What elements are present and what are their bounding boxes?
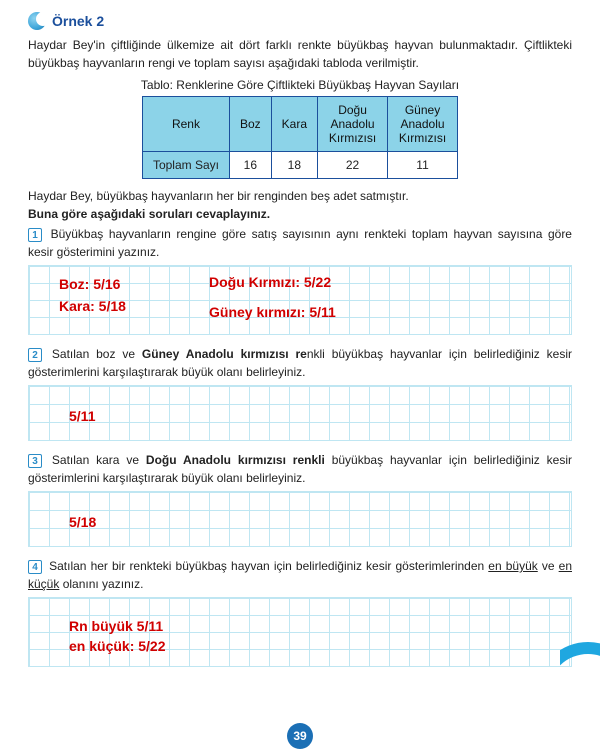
col-kara: Kara	[271, 97, 317, 152]
instruction-bold: Buna göre aşağıdaki soruları cevaplayını…	[28, 207, 572, 221]
val-kara: 18	[271, 152, 317, 179]
table-data-row: Toplam Sayı 16 18 22 11	[142, 152, 457, 179]
question-2: 2 Satılan boz ve Güney Anadolu kırmızısı…	[28, 345, 572, 381]
ans-q2: 5/11	[69, 408, 95, 424]
answer-grid-1: Boz: 5/16 Kara: 5/18 Doğu Kırmızı: 5/22 …	[28, 265, 572, 335]
example-title: Örnek 2	[52, 13, 104, 29]
q3-bold: Doğu Anadolu kırmızısı renkli	[146, 453, 325, 467]
question-3: 3 Satılan kara ve Doğu Anadolu kırmızısı…	[28, 451, 572, 487]
cattle-table: Renk Boz Kara Doğu Anadolu Kırmızısı Gün…	[142, 96, 458, 179]
intro-paragraph: Haydar Bey'in çiftliğinde ülkemize ait d…	[28, 36, 572, 72]
ans-q4b: en küçük: 5/22	[69, 638, 166, 654]
ans-dogu: Doğu Kırmızı: 5/22	[209, 274, 331, 290]
q1-text: Büyükbaş hayvanların rengine göre satış …	[28, 227, 572, 259]
question-4: 4 Satılan her bir renkteki büyükbaş hayv…	[28, 557, 572, 593]
answer-grid-4: Rn büyük 5/11 en küçük: 5/22	[28, 597, 572, 667]
col-guney: Güney Anadolu Kırmızısı	[388, 97, 458, 152]
ans-kara: Kara: 5/18	[59, 298, 126, 314]
moon-icon	[28, 12, 46, 30]
qnum-2: 2	[28, 348, 42, 362]
q3-before: Satılan kara ve	[52, 453, 146, 467]
col-boz: Boz	[229, 97, 271, 152]
q2-bold: Güney Anadolu kırmızısı re	[142, 347, 307, 361]
q4-after: olanını yazınız.	[59, 577, 143, 591]
question-1: 1 Büyükbaş hayvanların rengine göre satı…	[28, 225, 572, 261]
val-boz: 16	[229, 152, 271, 179]
page-number: 39	[287, 723, 313, 749]
col-renk: Renk	[142, 97, 229, 152]
page: Örnek 2 Haydar Bey'in çiftliğinde ülkemi…	[0, 0, 600, 752]
row-label: Toplam Sayı	[142, 152, 229, 179]
q2-before: Satılan boz ve	[52, 347, 142, 361]
ans-q4a: Rn büyük 5/11	[69, 618, 163, 634]
col-dogu: Doğu Anadolu Kırmızısı	[318, 97, 388, 152]
q4-mid: ve	[538, 559, 559, 573]
qnum-3: 3	[28, 454, 42, 468]
qnum-1: 1	[28, 228, 42, 242]
val-guney: 11	[388, 152, 458, 179]
answer-grid-3: 5/18	[28, 491, 572, 547]
table-header-row: Renk Boz Kara Doğu Anadolu Kırmızısı Gün…	[142, 97, 457, 152]
example-header: Örnek 2	[28, 12, 572, 30]
corner-decoration	[560, 642, 600, 722]
q4-u1: en büyük	[488, 559, 537, 573]
ans-boz: Boz: 5/16	[59, 276, 120, 292]
q4-before: Satılan her bir renkteki büyükbaş hayvan…	[49, 559, 488, 573]
ans-guney: Güney kırmızı: 5/11	[209, 304, 336, 320]
table-caption: Tablo: Renklerine Göre Çiftlikteki Büyük…	[28, 78, 572, 92]
ans-q3: 5/18	[69, 514, 96, 530]
line-after-table: Haydar Bey, büyükbaş hayvanların her bir…	[28, 189, 572, 203]
val-dogu: 22	[318, 152, 388, 179]
answer-grid-2: 5/11	[28, 385, 572, 441]
qnum-4: 4	[28, 560, 42, 574]
